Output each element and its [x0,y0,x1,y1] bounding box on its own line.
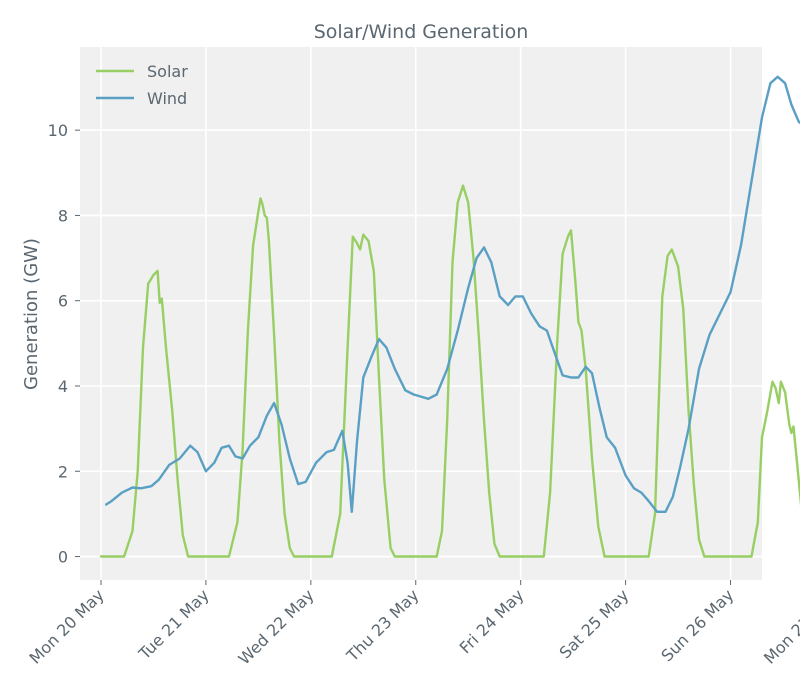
x-axis: Mon 20 May Tue 21 May Wed 22 May Thu 23 May… [26,580,800,668]
y-tick-label: 8 [58,206,68,225]
series-line-solar [99,184,800,558]
y-tick-label: 2 [58,462,68,481]
y-axis: 0 2 4 6 8 10 [48,121,80,567]
plot-background [80,47,762,580]
y-tick-label: 0 [58,548,68,567]
series-line-wind [104,75,800,513]
x-tick-label: Mon 20 May [26,585,108,667]
x-tick-label: Sun 26 May [657,585,737,665]
x-tick-label: Sat 25 May [555,585,632,662]
x-tick-label: Fri 24 May [456,585,528,657]
y-tick-label: 4 [58,377,68,396]
y-axis-label: Generation (GW) [21,238,42,390]
legend: Solar Wind [96,62,188,108]
x-tick-label: Thu 23 May [342,585,422,665]
series-layer [99,75,800,558]
x-tick-label: Wed 22 May [235,585,318,668]
grid [80,47,762,580]
legend-label-solar: Solar [147,62,188,81]
y-tick-label: 6 [58,292,68,311]
chart-title: Solar/Wind Generation [314,21,529,43]
x-tick-label: Tue 21 May [134,585,212,663]
x-tick-label: Mon 27 May [760,585,800,667]
legend-label-wind: Wind [147,89,187,108]
y-tick-label: 10 [48,121,68,140]
